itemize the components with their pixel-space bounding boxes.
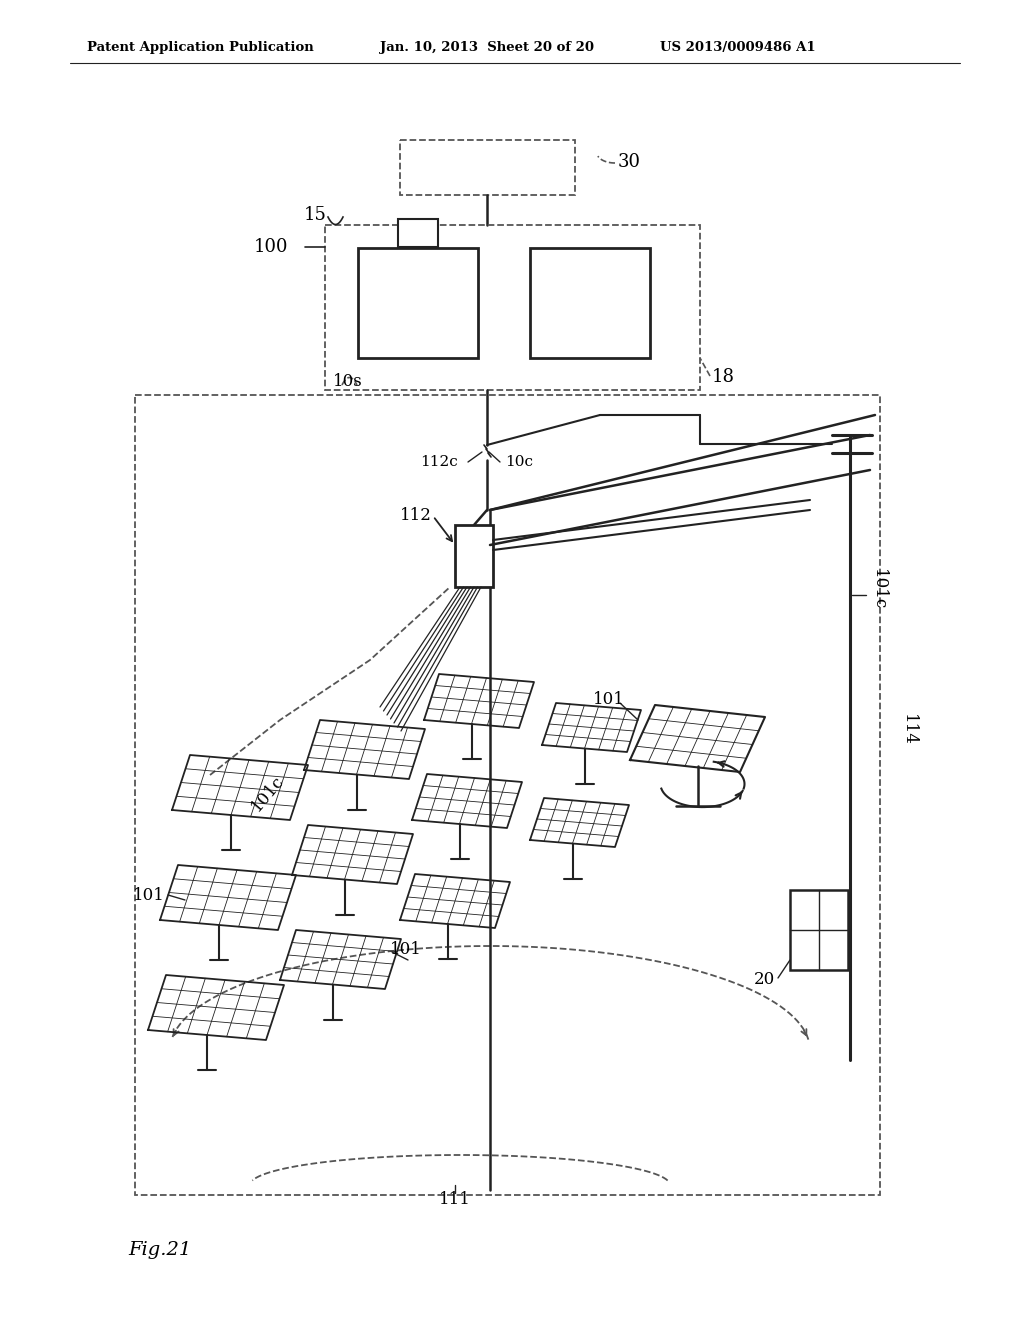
- Text: Patent Application Publication: Patent Application Publication: [87, 41, 313, 54]
- Bar: [398, 219, 438, 247]
- Text: 30: 30: [618, 153, 641, 172]
- Bar: [790, 890, 848, 970]
- Bar: [530, 248, 650, 358]
- Bar: [358, 248, 478, 358]
- Text: 100: 100: [254, 238, 288, 256]
- Text: 20: 20: [754, 972, 775, 989]
- Bar: [400, 140, 575, 195]
- Bar: [455, 525, 493, 587]
- Text: US 2013/0009486 A1: US 2013/0009486 A1: [660, 41, 816, 54]
- Text: 101c: 101c: [870, 569, 887, 611]
- Text: 101: 101: [133, 887, 165, 903]
- Text: 101c: 101c: [248, 772, 288, 814]
- Text: 114: 114: [900, 714, 918, 746]
- Text: 112: 112: [400, 507, 432, 524]
- Text: Fig.21: Fig.21: [128, 1241, 191, 1259]
- Text: 101: 101: [390, 941, 422, 958]
- Text: Jan. 10, 2013  Sheet 20 of 20: Jan. 10, 2013 Sheet 20 of 20: [380, 41, 594, 54]
- Text: 101: 101: [593, 692, 625, 709]
- Text: 10s: 10s: [333, 374, 362, 391]
- Bar: [325, 224, 700, 389]
- Text: 18: 18: [712, 368, 735, 385]
- Text: 111: 111: [439, 1192, 471, 1209]
- Text: 10c: 10c: [505, 455, 534, 469]
- Text: 15: 15: [304, 206, 327, 224]
- Text: 112c: 112c: [420, 455, 458, 469]
- Bar: [135, 395, 880, 1195]
